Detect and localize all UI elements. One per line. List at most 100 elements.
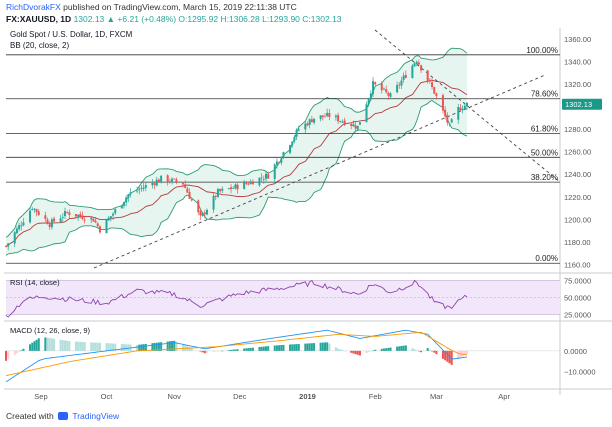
- candle-body: [188, 192, 191, 199]
- macd-histogram-bar: [171, 341, 174, 351]
- macd-histogram-bar: [15, 350, 18, 354]
- candle-body: [365, 104, 368, 123]
- macd-histogram-bar: [463, 350, 466, 356]
- macd-histogram-bar: [107, 343, 110, 351]
- macd-histogram-bar: [243, 348, 246, 351]
- trend-lines[interactable]: [93, 29, 561, 269]
- candle-body: [448, 123, 451, 125]
- macd-histogram-bar: [232, 349, 235, 351]
- candle-body: [295, 129, 298, 137]
- macd-line: [5, 329, 468, 383]
- time-axis[interactable]: Sep Oct Nov Dec 2019 Feb Mar Apr: [34, 392, 510, 401]
- candle-body: [155, 179, 158, 186]
- macd-histogram-bar: [66, 340, 69, 351]
- candle-body: [81, 215, 84, 220]
- macd-histogram-bar: [260, 346, 263, 351]
- macd-histogram-bar: [295, 344, 298, 351]
- macd-histogram-bar: [105, 343, 108, 351]
- candle-body: [44, 215, 47, 219]
- macd-histogram-bar: [33, 341, 36, 351]
- macd-histogram-bar: [201, 350, 204, 353]
- author-link[interactable]: RichDvorakFX: [6, 2, 61, 12]
- candle-body: [389, 93, 392, 97]
- price-pane[interactable]: [4, 28, 560, 272]
- macd-histogram-bar: [249, 347, 252, 351]
- support-trendline[interactable]: [93, 74, 546, 269]
- macd-histogram-bar: [398, 346, 401, 351]
- macd-histogram-bar: [328, 343, 331, 351]
- candle-body: [466, 102, 468, 107]
- candle-body: [382, 88, 385, 90]
- candle-body: [105, 219, 108, 234]
- macd-histogram-bar: [157, 342, 160, 351]
- candle-body: [356, 125, 359, 130]
- macd-histogram-bar: [354, 350, 357, 355]
- macd-histogram-bar: [142, 344, 145, 351]
- macd-histogram-bar: [29, 344, 32, 351]
- candle-body: [328, 113, 331, 117]
- publish-info: published on TradingView.com, March 15, …: [63, 2, 297, 12]
- macd-histogram-bar: [140, 344, 143, 351]
- candle-body: [260, 177, 263, 179]
- macd-histogram-bar: [280, 345, 283, 351]
- candle-body: [319, 115, 322, 119]
- macd-histogram-bar: [122, 344, 125, 351]
- fib-level-label: 100.00%: [526, 46, 558, 55]
- macd-histogram-bar: [402, 345, 405, 351]
- candle-body: [264, 173, 267, 179]
- resistance-trendline[interactable]: [374, 29, 561, 183]
- candle-body: [275, 161, 278, 166]
- candle-body: [140, 187, 143, 189]
- macd-histogram-bar: [79, 341, 82, 351]
- macd-histogram-bar: [431, 350, 434, 352]
- macd-histogram-bar: [466, 350, 468, 355]
- tradingview-brand[interactable]: TradingView: [72, 411, 120, 421]
- candle-body: [293, 137, 296, 141]
- macd-histogram-bar: [236, 349, 239, 351]
- candle-body: [160, 175, 163, 182]
- macd-histogram-bar: [77, 341, 80, 351]
- candle-body: [212, 195, 215, 210]
- candle-body: [77, 214, 80, 217]
- candle-body: [157, 179, 160, 182]
- macd-histogram-bar: [319, 342, 322, 351]
- price-change: 1302.13 ▲ +6.21 (+0.48%): [73, 14, 177, 24]
- time-tick-label: Mar: [430, 392, 443, 401]
- macd-histogram-bar: [389, 347, 392, 351]
- candle-body: [267, 174, 270, 179]
- macd-histogram-bar: [337, 348, 340, 351]
- price-tick-label: 1220.00: [564, 193, 591, 202]
- macd-histogram-bar: [203, 350, 206, 354]
- time-tick-label: Sep: [34, 392, 47, 401]
- created-with-label: Created with: [6, 411, 54, 421]
- macd-histogram-bar: [74, 341, 77, 351]
- candle-body: [61, 216, 64, 218]
- candle-body: [107, 217, 110, 221]
- candle-body: [413, 63, 416, 67]
- rsi-line: [5, 279, 468, 318]
- price-axis[interactable]: 1160.00 1180.00 1200.00 1220.00 1240.00 1260.…: [564, 35, 591, 269]
- macd-histogram-bar: [313, 343, 316, 351]
- macd-histogram-bar: [190, 347, 193, 351]
- footer: Created with TradingView: [6, 411, 119, 421]
- macd-histogram-bar: [306, 343, 309, 351]
- candle-body: [96, 223, 99, 227]
- price-tick-label: 1260.00: [564, 148, 591, 157]
- candle-body: [402, 75, 405, 81]
- candle-body: [313, 118, 316, 123]
- macd-pane[interactable]: [4, 322, 560, 388]
- candle-body: [66, 212, 69, 213]
- candle-body: [214, 195, 217, 198]
- time-tick-label: Apr: [498, 392, 510, 401]
- macd-histogram-bar: [109, 343, 112, 351]
- candle-body: [396, 84, 399, 93]
- candle-body: [372, 81, 375, 94]
- candle-body: [450, 119, 453, 123]
- macd-histogram-bar: [396, 346, 399, 351]
- high-value: H:1306.28: [220, 14, 260, 24]
- macd-histogram-bar: [339, 349, 342, 351]
- candle-body: [7, 243, 10, 247]
- candle-body: [219, 188, 222, 192]
- candle-body: [31, 209, 34, 210]
- macd-histogram-bar: [400, 345, 403, 351]
